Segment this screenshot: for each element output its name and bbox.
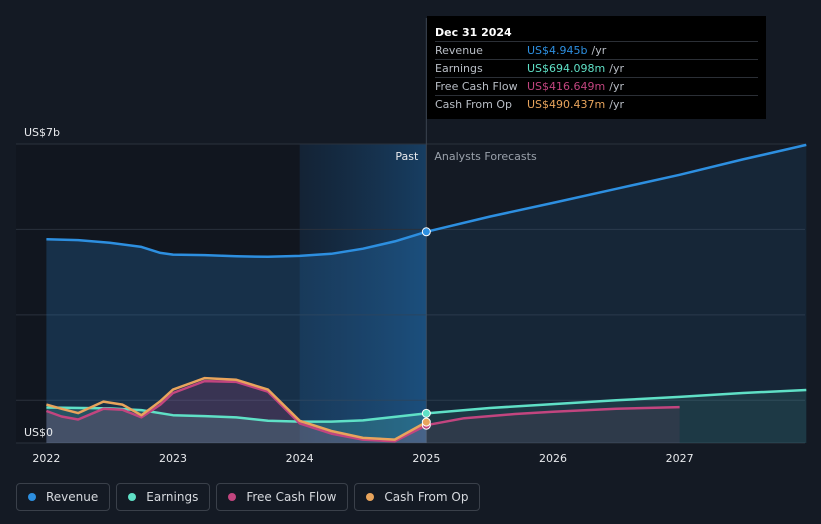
revenue-forecast-area: [426, 144, 807, 443]
x-tick-2027: 2027: [666, 452, 694, 465]
legend-label: Free Cash Flow: [246, 490, 337, 504]
tooltip-label: Cash From Op: [435, 98, 513, 111]
y-label-bottom: US$0: [24, 426, 53, 439]
legend-item-earnings[interactable]: Earnings: [116, 483, 211, 511]
x-tick-2022: 2022: [32, 452, 60, 465]
legend-label: Earnings: [146, 490, 199, 504]
tooltip-unit: /yr: [609, 98, 624, 111]
tooltip-value: US$694.098m: [527, 62, 606, 75]
free-cash-flow-line: [45, 379, 427, 443]
forecast-label: Analysts Forecasts: [434, 150, 537, 163]
tooltip-date: Dec 31 2024: [435, 26, 512, 39]
earnings-forecast-line: [426, 388, 807, 415]
x-tick-2025: 2025: [412, 452, 440, 465]
legend-label: Cash From Op: [384, 490, 469, 504]
tooltip-row: Cash From Op US$490.437m/yr: [435, 95, 758, 113]
tooltip-unit: /yr: [591, 44, 607, 57]
legend-item-free-cash-flow[interactable]: Free Cash Flow: [216, 483, 349, 511]
revenue-area: [46, 231, 427, 443]
tooltip-row: Revenue US$4.945b/yr: [435, 41, 758, 59]
earnings-marker: [421, 408, 431, 418]
free-cash-flow-forecast-line: [426, 405, 680, 427]
x-tick-2026: 2026: [539, 452, 567, 465]
cash-from-op-line: [46, 376, 427, 441]
tooltip-unit: /yr: [609, 80, 624, 93]
tooltip-value: US$4.945b: [527, 44, 588, 57]
legend-item-cash-from-op[interactable]: Cash From Op: [354, 483, 481, 511]
earnings-line: [46, 406, 427, 423]
legend-dot-icon: [228, 493, 237, 501]
tooltip: Dec 31 2024 Revenue US$4.945b/yr Earnings U…: [427, 16, 766, 119]
tooltip-value: US$416.649m: [527, 80, 606, 93]
tooltip-unit: /yr: [609, 62, 624, 75]
highlight-region: [299, 144, 427, 443]
tooltip-row: Earnings US$694.098m/yr: [435, 59, 758, 77]
revenue-marker: [421, 227, 431, 237]
legend-item-revenue[interactable]: Revenue: [16, 483, 111, 511]
tooltip-label: Earnings: [435, 62, 483, 75]
free-cash-flow-forecast-area: [426, 407, 680, 443]
cash-from-op-marker: [421, 417, 431, 427]
free-cash-flow-area: [46, 381, 427, 443]
tooltip-value: US$490.437m: [527, 98, 606, 111]
legend-dot-icon: [128, 493, 137, 501]
legend-dot-icon: [28, 493, 36, 501]
revenue-forecast-line: [426, 143, 807, 234]
tooltip-label: Revenue: [435, 44, 483, 57]
y-label-top: US$7b: [24, 126, 60, 139]
past-label: Past: [395, 150, 419, 163]
tooltip-label: Free Cash Flow: [435, 80, 518, 93]
tooltip-row: Free Cash Flow US$416.649m/yr: [435, 77, 758, 95]
revenue-line: [46, 230, 427, 259]
legend-label: Revenue: [46, 490, 99, 504]
x-tick-2023: 2023: [159, 452, 187, 465]
x-tick-2024: 2024: [286, 452, 314, 465]
earnings-forecast-area: [426, 390, 807, 443]
legend: Revenue Earnings Free Cash Flow Cash From O…: [16, 483, 481, 511]
legend-dot-icon: [366, 493, 375, 501]
